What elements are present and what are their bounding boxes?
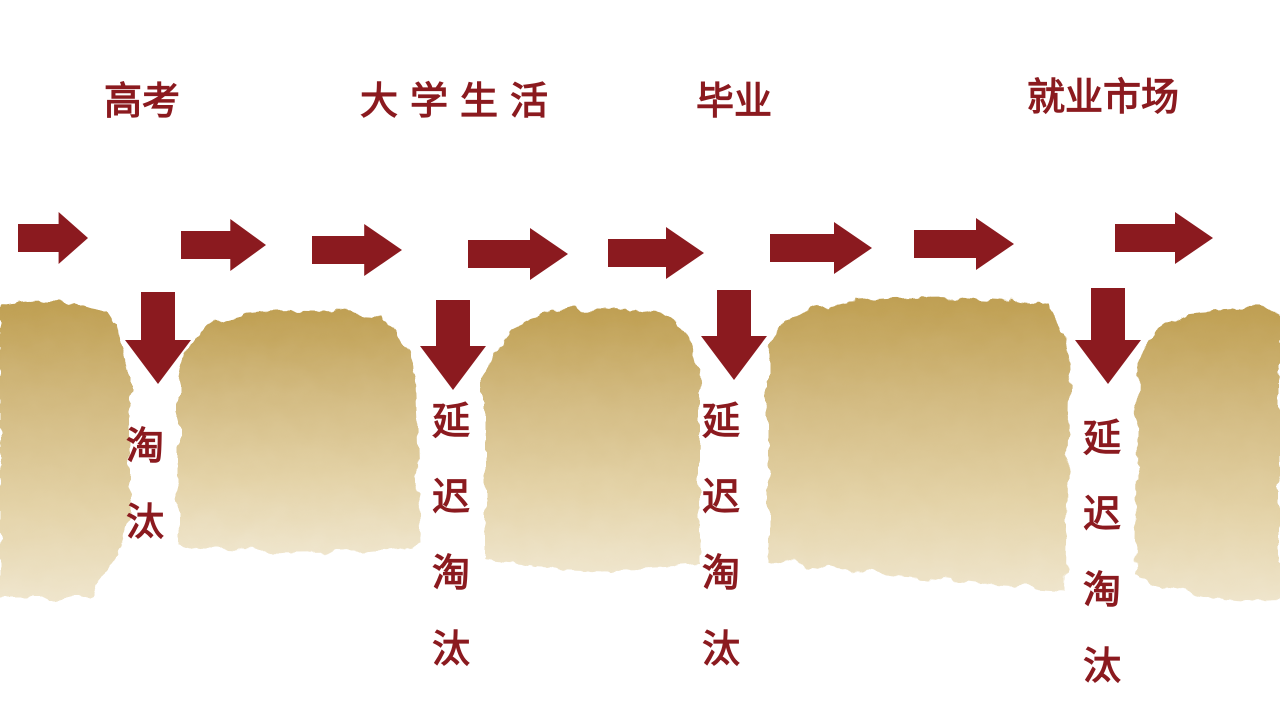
stage-title-university: 大学生活 [360,79,561,123]
drop-label-char: 延 [431,399,470,443]
down-arrow [420,300,486,390]
right-arrow [608,227,704,279]
block-4 [768,298,1070,590]
horizontal-arrows [18,212,1213,280]
drop-label-3: 延迟淘汰 [699,402,743,706]
right-arrow [181,219,266,271]
drop-label-char: 汰 [125,500,164,544]
drop-label-char: 淘 [1082,568,1121,612]
right-arrow [468,228,568,280]
drop-label-char: 迟 [1082,492,1121,536]
block-3 [485,308,700,569]
right-arrow [312,224,402,276]
block-2 [178,310,420,553]
down-arrows [125,288,1141,390]
stage-title-graduation: 毕业 [696,79,773,123]
drop-label-char: 迟 [701,475,740,519]
drop-label-char: 延 [1082,416,1121,460]
down-arrow [701,290,767,380]
right-arrow [18,212,88,264]
right-arrow [1115,212,1213,264]
drop-label-char: 淘 [431,551,470,595]
drop-label-char: 汰 [701,627,740,671]
down-arrow [125,292,191,384]
right-arrow [914,218,1014,270]
block-5 [1135,308,1280,601]
down-arrow [1075,288,1141,384]
block-layer [0,298,1280,601]
stage-title-gaokao: 高考 [104,79,181,123]
drop-label-char: 淘 [125,424,164,468]
drop-label-char: 汰 [431,627,470,671]
drop-label-1: 淘汰 [123,427,167,579]
drop-label-char: 淘 [701,551,740,595]
drop-label-4: 延迟淘汰 [1080,419,1124,723]
drop-label-char: 延 [701,399,740,443]
right-arrow [770,222,872,274]
block-1 [0,301,130,598]
stage-title-job-market: 就业市场 [1027,75,1180,119]
drop-label-2: 延迟淘汰 [429,402,473,706]
drop-label-char: 汰 [1082,644,1121,688]
drop-label-char: 迟 [431,475,470,519]
